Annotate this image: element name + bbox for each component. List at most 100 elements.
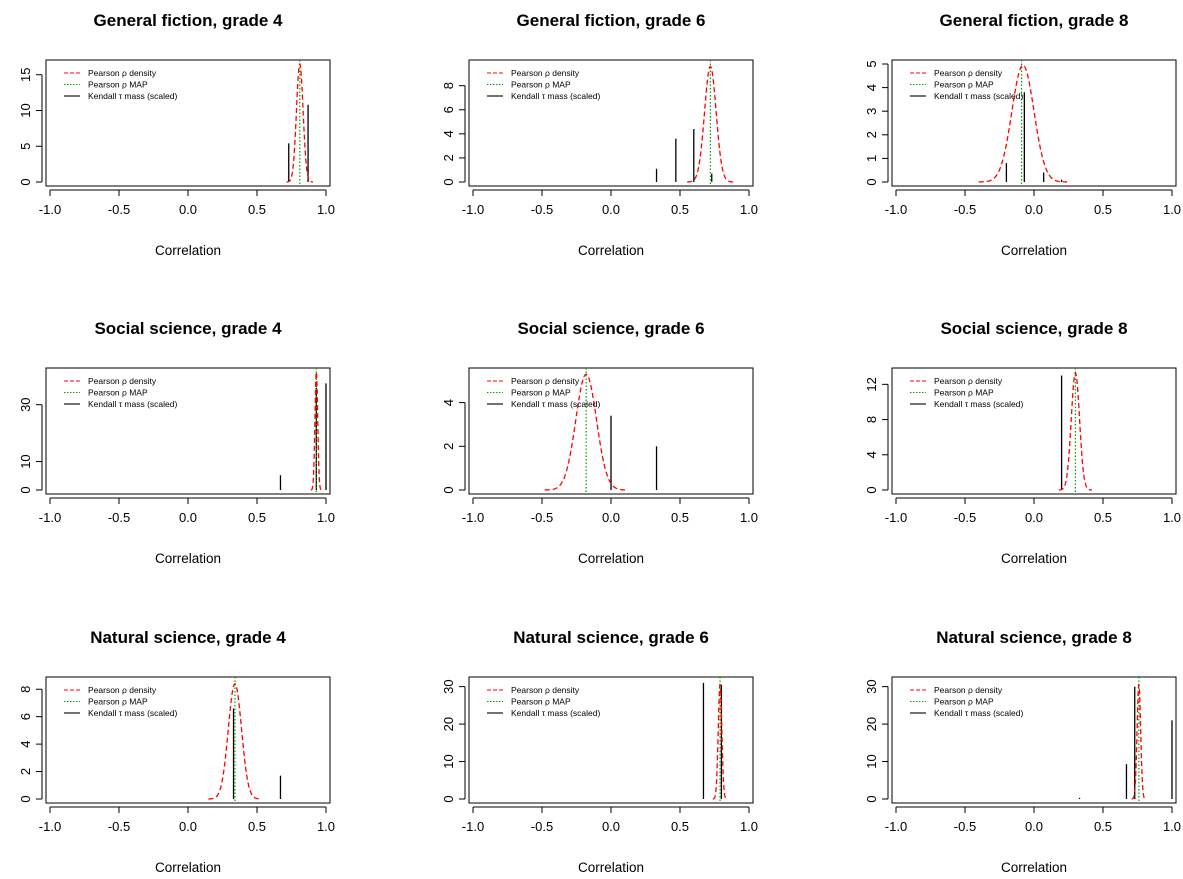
- y-tick-label: 4: [18, 740, 33, 747]
- legend-label: Pearson ρ density: [511, 376, 580, 386]
- panel-title: Natural science, grade 6: [513, 628, 709, 647]
- legend-label: Pearson ρ MAP: [88, 697, 148, 707]
- chart-panel: Social science, grade 8 -1.0 -0.5 0.0 0.5 1.0…: [864, 319, 1181, 566]
- chart-panel: Social science, grade 4 -1.0 -0.5 0.0 0.5 1.0…: [18, 319, 335, 566]
- plot-data: [544, 368, 658, 494]
- plot-frame: [45, 676, 331, 804]
- x-tick-label: -0.5: [108, 510, 130, 525]
- plot-data: [978, 60, 1068, 186]
- y-tick-label: 0: [864, 795, 879, 802]
- x-tick-label: 0.0: [602, 819, 620, 834]
- y-tick-label: 15: [18, 67, 33, 81]
- y-tick-label: 10: [441, 754, 456, 768]
- x-axis-label: Correlation: [155, 243, 221, 258]
- legend-label: Pearson ρ density: [511, 68, 580, 78]
- y-tick-label: 0: [441, 486, 456, 493]
- x-tick-label: -1.0: [462, 202, 484, 217]
- chart-panel: Natural science, grade 4 -1.0 -0.5 0.0 0.5 1.…: [18, 628, 335, 875]
- x-axis-label: Correlation: [578, 551, 644, 566]
- x-tick-label: -1.0: [462, 819, 484, 834]
- y-tick-label: 20: [864, 717, 879, 731]
- plot-data: [279, 368, 327, 494]
- y-tick-label: 8: [18, 686, 33, 693]
- pearson-density-curve: [687, 65, 734, 183]
- plot-data: [1058, 368, 1092, 494]
- x-tick-label: 1.0: [317, 510, 335, 525]
- x-tick-label: -0.5: [531, 819, 553, 834]
- legend-label: Kendall τ mass (scaled): [934, 708, 1024, 718]
- y-tick-label: 12: [864, 377, 879, 391]
- x-tick-label: -0.5: [954, 510, 976, 525]
- y-tick-label: 0: [441, 795, 456, 802]
- legend-label: Pearson ρ MAP: [511, 80, 571, 90]
- legend-label: Pearson ρ MAP: [934, 697, 994, 707]
- y-tick-label: 10: [18, 103, 33, 117]
- x-tick-label: 1.0: [740, 510, 758, 525]
- y-tick-label: 20: [441, 717, 456, 731]
- legend-label: Pearson ρ MAP: [511, 697, 571, 707]
- legend-label: Pearson ρ density: [934, 685, 1003, 695]
- plot-frame: [891, 367, 1177, 495]
- plot-data: [1078, 677, 1173, 803]
- plot-data: [208, 677, 282, 803]
- legend-label: Pearson ρ MAP: [511, 388, 571, 398]
- x-tick-label: -1.0: [39, 819, 61, 834]
- y-tick-label: 4: [441, 399, 456, 406]
- y-tick-label: 3: [864, 108, 879, 115]
- y-tick-label: 0: [18, 486, 33, 493]
- x-tick-label: 0.0: [1025, 819, 1043, 834]
- chart-panel: Social science, grade 6 -1.0 -0.5 0.0 0.5 1.0…: [441, 319, 758, 566]
- plot-frame: [891, 59, 1177, 187]
- x-tick-label: 0.5: [671, 819, 689, 834]
- y-tick-label: 2: [441, 443, 456, 450]
- pearson-density-curve: [1058, 371, 1092, 491]
- legend-label: Pearson ρ density: [934, 68, 1003, 78]
- x-axis-label: Correlation: [578, 243, 644, 258]
- legend-label: Kendall τ mass (scaled): [511, 708, 601, 718]
- x-axis-label: Correlation: [578, 860, 644, 875]
- x-tick-label: 0.0: [179, 202, 197, 217]
- y-tick-label: 6: [18, 713, 33, 720]
- x-tick-label: -0.5: [954, 202, 976, 217]
- x-axis-label: Correlation: [1001, 243, 1067, 258]
- x-tick-label: -1.0: [885, 202, 907, 217]
- x-tick-label: 0.5: [1094, 819, 1112, 834]
- x-tick-label: 0.5: [1094, 202, 1112, 217]
- y-tick-label: 4: [441, 130, 456, 137]
- y-tick-label: 4: [864, 451, 879, 458]
- plot-frame: [45, 367, 331, 495]
- x-tick-label: 1.0: [1163, 510, 1181, 525]
- y-tick-label: 5: [864, 60, 879, 67]
- x-tick-label: 0.0: [602, 202, 620, 217]
- y-tick-label: 0: [441, 178, 456, 185]
- panel-title: General fiction, grade 4: [94, 11, 283, 30]
- x-tick-label: 1.0: [1163, 202, 1181, 217]
- y-tick-label: 5: [18, 143, 33, 150]
- plot-frame: [468, 59, 754, 187]
- x-tick-label: 0.5: [671, 202, 689, 217]
- pearson-density-curve: [544, 373, 628, 491]
- y-tick-label: 0: [18, 795, 33, 802]
- x-tick-label: 0.5: [671, 510, 689, 525]
- x-tick-label: -1.0: [39, 510, 61, 525]
- x-tick-label: -0.5: [954, 819, 976, 834]
- x-tick-label: 0.5: [248, 202, 266, 217]
- legend-label: Pearson ρ MAP: [934, 388, 994, 398]
- x-tick-label: 0.0: [179, 819, 197, 834]
- legend-label: Kendall τ mass (scaled): [511, 399, 601, 409]
- y-tick-label: 30: [441, 679, 456, 693]
- panel-title: Natural science, grade 8: [936, 628, 1132, 647]
- x-tick-label: 0.0: [1025, 202, 1043, 217]
- x-tick-label: 1.0: [740, 819, 758, 834]
- y-tick-label: 10: [18, 454, 33, 468]
- legend-label: Kendall τ mass (scaled): [934, 399, 1024, 409]
- chart-panel: General fiction, grade 4 -1.0 -0.5 0.0 0.5 1.…: [18, 11, 335, 258]
- panel-title: General fiction, grade 8: [940, 11, 1129, 30]
- legend-label: Kendall τ mass (scaled): [511, 91, 601, 101]
- plot-data: [655, 60, 734, 186]
- pearson-density-curve: [310, 370, 322, 491]
- chart-panel: General fiction, grade 6 -1.0 -0.5 0.0 0.5 1.…: [441, 11, 758, 258]
- x-axis-label: Correlation: [155, 551, 221, 566]
- y-tick-label: 0: [18, 178, 33, 185]
- plot-frame: [468, 676, 754, 804]
